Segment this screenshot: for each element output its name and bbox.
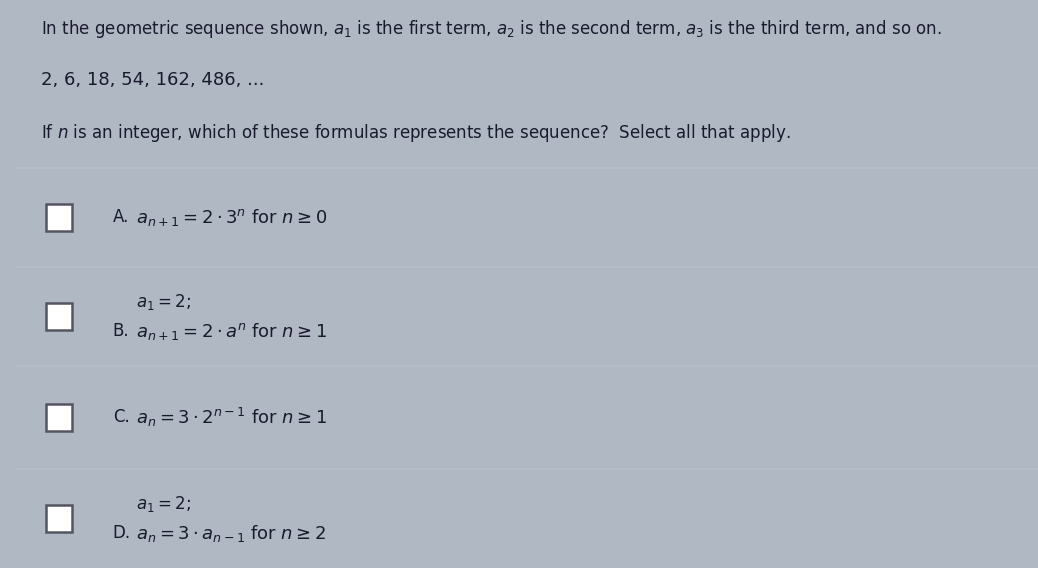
Text: In the geometric sequence shown, $a_1$ is the first term, $a_2$ is the second te: In the geometric sequence shown, $a_1$ i…: [42, 18, 941, 40]
Bar: [47, 204, 72, 231]
Text: $a_n = 3 \cdot a_{n-1}$ for $n \geq 2$: $a_n = 3 \cdot a_{n-1}$ for $n \geq 2$: [136, 523, 327, 544]
Bar: [47, 404, 72, 431]
Text: D.: D.: [113, 524, 131, 542]
Text: A.: A.: [113, 208, 129, 226]
Text: $a_1 = 2;$: $a_1 = 2;$: [136, 292, 191, 312]
Text: B.: B.: [113, 323, 130, 340]
Text: C.: C.: [113, 408, 130, 427]
Text: If $n$ is an integer, which of these formulas represents the sequence?  Select a: If $n$ is an integer, which of these for…: [42, 122, 791, 144]
Bar: [47, 505, 72, 532]
Text: $a_1 = 2;$: $a_1 = 2;$: [136, 494, 191, 513]
Text: $a_{n+1} = 2 \cdot 3^n$ for $n \geq 0$: $a_{n+1} = 2 \cdot 3^n$ for $n \geq 0$: [136, 207, 327, 228]
Text: $a_n = 3 \cdot 2^{n-1}$ for $n \geq 1$: $a_n = 3 \cdot 2^{n-1}$ for $n \geq 1$: [136, 406, 327, 429]
Text: $a_{n+1} = 2 \cdot a^n$ for $n \geq 1$: $a_{n+1} = 2 \cdot a^n$ for $n \geq 1$: [136, 321, 327, 342]
Bar: [47, 303, 72, 331]
Text: 2, 6, 18, 54, 162, 486, ...: 2, 6, 18, 54, 162, 486, ...: [42, 71, 265, 89]
